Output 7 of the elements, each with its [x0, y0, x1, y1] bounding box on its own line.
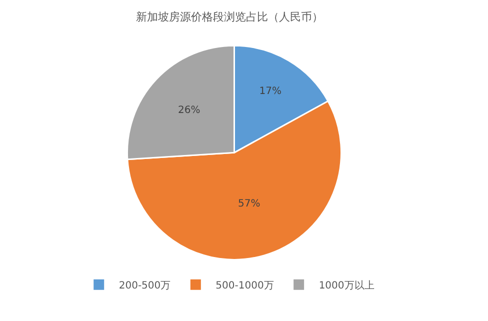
- chart-title: 新加坡房源价格段浏览占比（人民币）: [136, 10, 323, 24]
- data-label: 17%: [259, 86, 282, 98]
- data-label: 57%: [238, 198, 260, 210]
- legend-label: 200-500万: [118, 280, 171, 292]
- legend-label: 1000万以上: [318, 280, 374, 292]
- legend-label: 500-1000万: [216, 280, 274, 292]
- data-label: 26%: [178, 104, 200, 116]
